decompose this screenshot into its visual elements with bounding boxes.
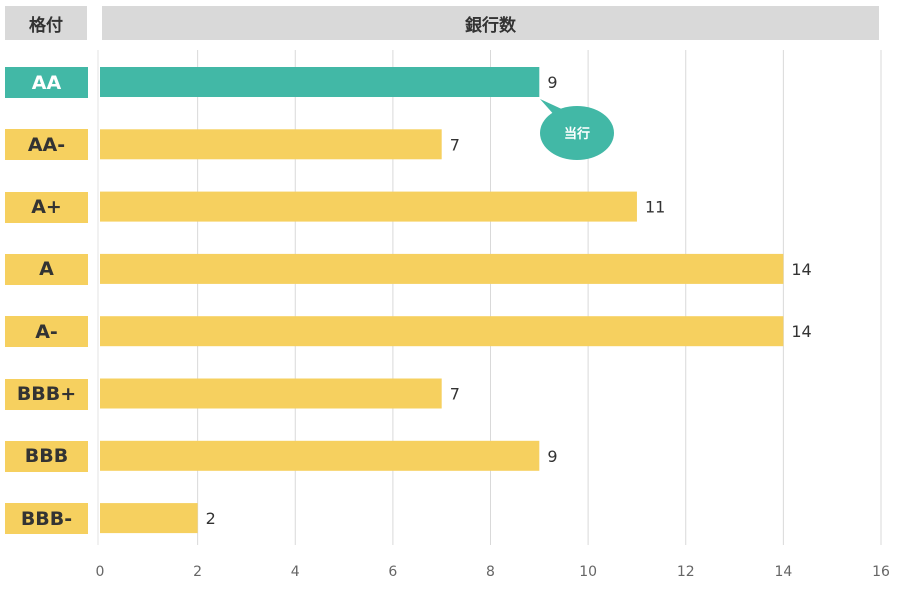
rating-column-header: 格付 [5, 6, 87, 40]
bar-value-label: 11 [645, 198, 665, 217]
rating-label: BBB [5, 440, 88, 472]
x-tick-label: 8 [486, 564, 495, 580]
bars [100, 67, 784, 534]
rating-label: BBB- [5, 503, 88, 535]
bar-value-label: 7 [450, 135, 460, 154]
x-tick-label: 6 [388, 564, 397, 580]
rating-label: A- [5, 316, 88, 348]
rating-label: A [5, 253, 88, 285]
bar-value-label: 14 [791, 260, 811, 279]
x-tick-label: 2 [193, 564, 202, 580]
x-tick-label: 4 [291, 564, 300, 580]
bar-value-label: 7 [450, 385, 460, 404]
rating-label: BBB+ [5, 378, 88, 410]
rating-label: AA [5, 67, 88, 98]
rating-label: AA- [5, 129, 88, 161]
bar [100, 129, 442, 160]
x-tick-label: 10 [579, 564, 597, 580]
bank-count-column-header: 銀行数 [102, 6, 879, 40]
bar-value-label: 2 [206, 509, 216, 528]
bar [100, 191, 637, 222]
current-bank-callout: 当行 [540, 99, 614, 160]
callout-bubble [540, 106, 614, 160]
bar-value-label: 14 [791, 322, 811, 341]
x-tick-labels: 0 2 4 6 8 10 12 14 16 [96, 564, 890, 580]
x-tick-label: 12 [677, 564, 695, 580]
bar [100, 67, 540, 97]
bar [100, 253, 784, 284]
x-tick-label: 16 [872, 564, 890, 580]
bar [100, 503, 198, 534]
bar [100, 316, 784, 347]
bar [100, 440, 540, 471]
value-labels: 9 7 11 14 14 7 9 2 [206, 73, 812, 528]
callout-text: 当行 [564, 126, 590, 142]
x-tick-label: 14 [774, 564, 792, 580]
x-tick-label: 0 [96, 564, 105, 580]
bar [100, 378, 442, 409]
bar-value-label: 9 [547, 447, 557, 466]
bar-value-label: 9 [547, 73, 557, 92]
rating-label: A+ [5, 191, 88, 223]
